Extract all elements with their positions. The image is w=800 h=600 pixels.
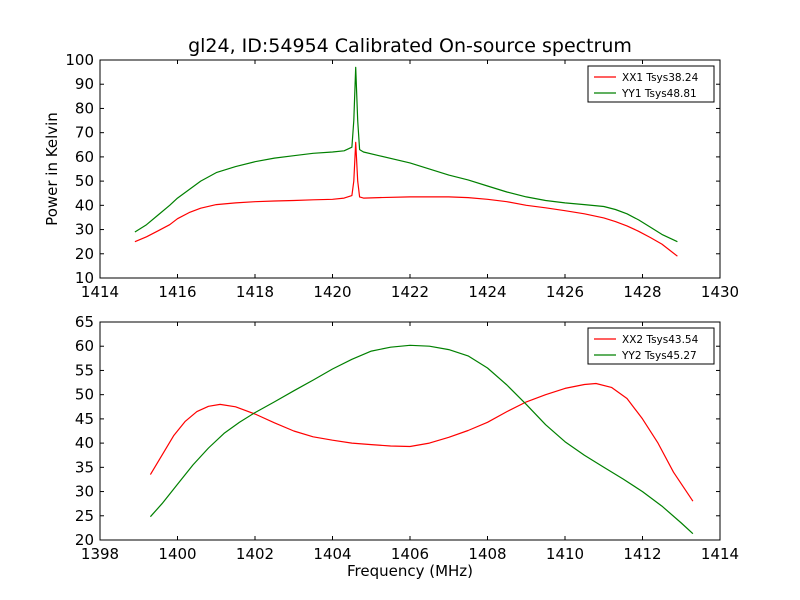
x-tick-label: 1418 [236, 283, 274, 301]
y-tick-label: 45 [75, 410, 94, 428]
x-tick-label: 1406 [391, 545, 429, 563]
y-tick-label: 60 [75, 337, 94, 355]
x-tick-label: 1404 [313, 545, 351, 563]
legend-box [587, 65, 715, 103]
legend-label: XX2 Tsys43.54 [622, 334, 699, 346]
y-tick-label: 25 [75, 507, 94, 525]
x-tick-label: 1420 [313, 283, 351, 301]
y-tick-label: 35 [75, 458, 94, 476]
y-tick-label: 50 [75, 172, 94, 190]
x-axis-label: Frequency (MHz) [347, 562, 473, 580]
x-tick-label: 1414 [81, 283, 119, 301]
y-tick-label: 80 [75, 99, 94, 117]
x-tick-label: 1400 [158, 545, 196, 563]
series-line-2 [149, 344, 694, 535]
y-tick-label: 60 [75, 148, 94, 166]
legend-box [587, 327, 715, 365]
x-tick-label: 1402 [236, 545, 274, 563]
x-tick-label: 1414 [701, 545, 739, 563]
series-line-1 [134, 141, 678, 257]
y-tick-label: 30 [75, 221, 94, 239]
legend: XX1 Tsys38.24 YY1 Tsys48.81 [587, 65, 715, 103]
x-tick-label: 1398 [81, 545, 119, 563]
x-tick-label: 1412 [623, 545, 661, 563]
y-tick-label: 65 [75, 313, 94, 331]
y-tick-label: 50 [75, 386, 94, 404]
series-line-2 [134, 66, 678, 243]
y-tick-label: 40 [75, 434, 94, 452]
y-tick-label: 10 [75, 269, 94, 287]
y-tick-label: 90 [75, 75, 94, 93]
figure-title: gl24, ID:54954 Calibrated On-source spec… [188, 35, 632, 57]
x-tick-label: 1428 [623, 283, 661, 301]
y-tick-label: 20 [75, 531, 94, 549]
lower-panel: 1398 1400 1402 1404 1406 1408 1410 1412 1414 20 25… [75, 313, 739, 580]
upper-panel: 1414 1416 1418 1420 1422 1424 1426 1428 1430 10 20… [43, 51, 739, 301]
x-tick-label: 1424 [468, 283, 506, 301]
y-axis-label: Power in Kelvin [43, 112, 61, 226]
x-tick-label: 1422 [391, 283, 429, 301]
y-tick-label: 30 [75, 483, 94, 501]
series-line-1 [149, 382, 694, 502]
x-tick-label: 1408 [468, 545, 506, 563]
x-tick-label: 1416 [158, 283, 196, 301]
y-tick-label: 20 [75, 245, 94, 263]
y-tick-label: 40 [75, 196, 94, 214]
legend: XX2 Tsys43.54 YY2 Tsys45.27 [587, 327, 715, 365]
legend-label: YY1 Tsys48.81 [621, 88, 697, 100]
legend-label: YY2 Tsys45.27 [621, 350, 697, 362]
x-tick-label: 1426 [546, 283, 584, 301]
x-tick-label: 1410 [546, 545, 584, 563]
x-tick-label: 1430 [701, 283, 739, 301]
y-tick-label: 100 [65, 51, 94, 69]
y-tick-label: 55 [75, 361, 94, 379]
legend-label: XX1 Tsys38.24 [622, 72, 699, 84]
y-tick-label: 70 [75, 124, 94, 142]
